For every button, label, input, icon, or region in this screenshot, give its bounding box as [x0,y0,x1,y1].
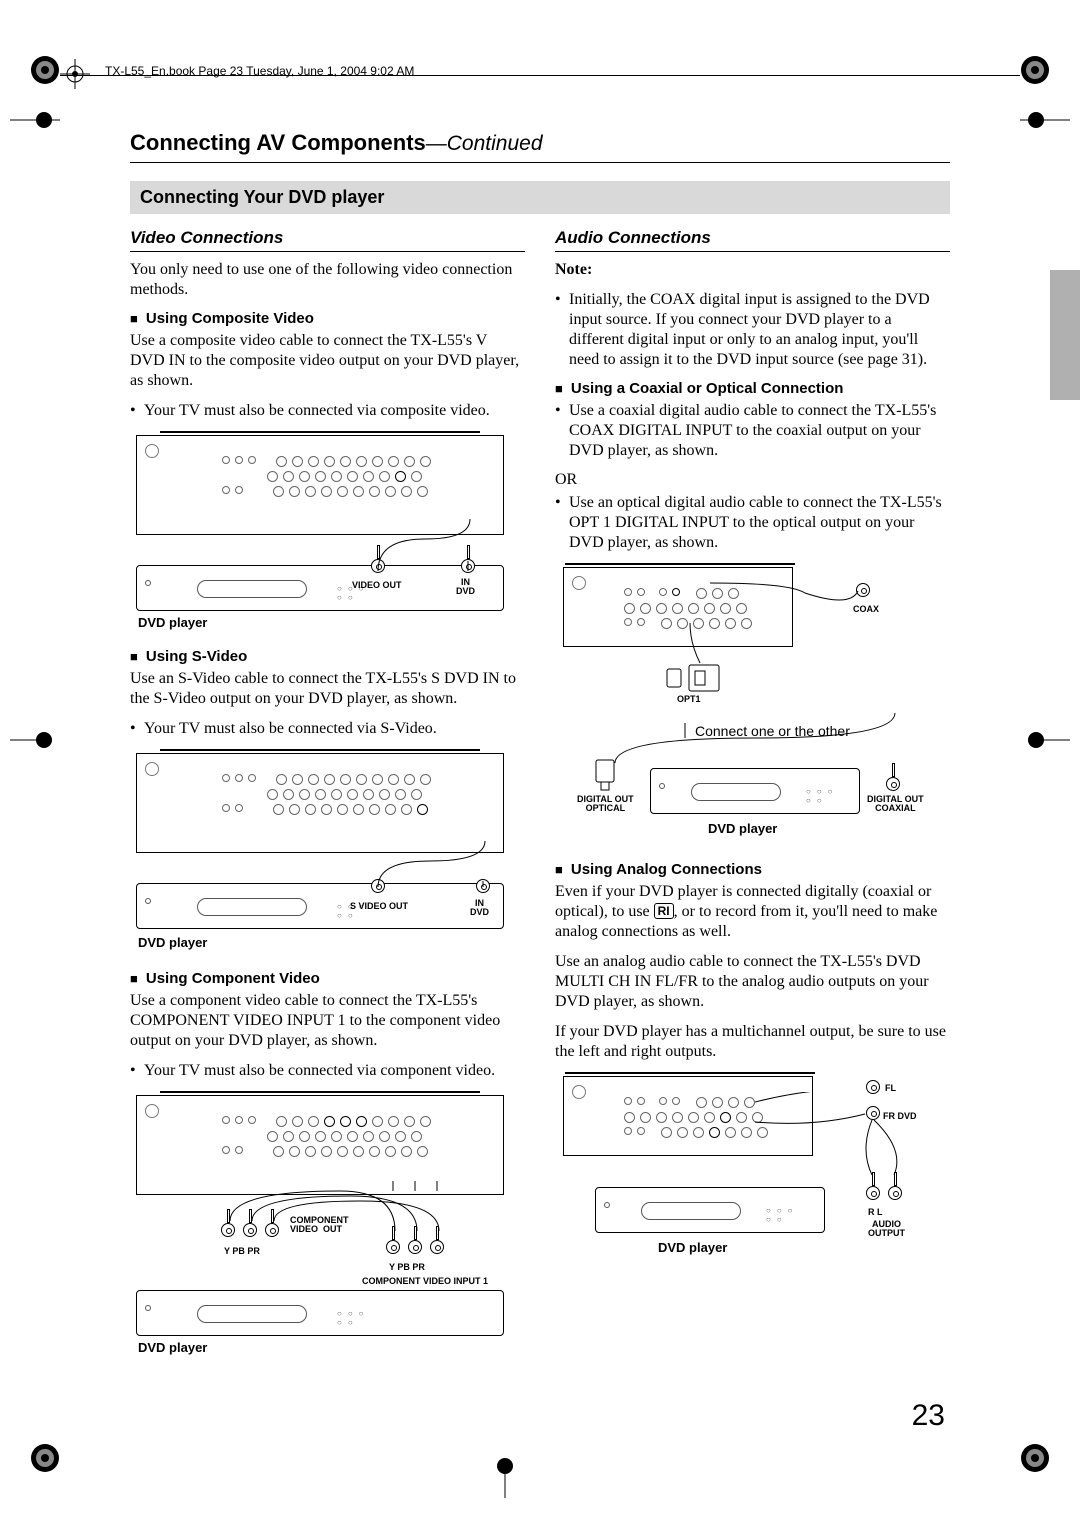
svideo-body: Use an S-Video cable to connect the TX-L… [130,669,525,709]
composite-bullet: Your TV must also be connected via compo… [130,401,525,421]
diagram-analog: FL FR DVD ○ ○ ○○ ○ DVD player R L [555,1072,935,1272]
label-comp-in1: COMPONENT VIDEO INPUT 1 [362,1277,488,1286]
label-dig-coax: DIGITAL OUT COAXIAL [867,795,924,814]
section-heading: Connecting Your DVD player [130,181,950,214]
component-body: Use a component video cable to connect t… [130,991,525,1051]
analog-p2: Use an analog audio cable to connect the… [555,952,950,1012]
header-stamp: TX-L55_En.book Page 23 Tuesday, June 1, … [105,64,414,78]
label-fl: FL [885,1084,896,1093]
crop-mark-br [1005,1428,1065,1488]
component-head: Using Component Video [130,970,525,987]
reg-right-top [1020,100,1070,140]
dvd-label-5: DVD player [658,1240,727,1255]
analog-head: Using Analog Connections [555,861,950,878]
diagram-component: Y PB PR COMPONENT VIDEO OUT Y PB PR COMP… [130,1091,510,1321]
label-svideo-out: S VIDEO OUT [350,902,408,911]
reg-left-top [10,100,60,140]
analog-p1: Even if your DVD player is connected dig… [555,882,950,942]
label-ypbpr-in: Y PB PR [389,1263,425,1272]
video-intro: You only need to use one of the followin… [130,260,525,300]
note-bullet: Initially, the COAX digital input is ass… [555,290,950,370]
page-content: Connecting AV Components—Continued Conne… [130,130,950,1339]
audio-connections-head: Audio Connections [555,228,950,252]
dvd-label-2: DVD player [138,935,207,950]
chapter-continued: —Continued [426,132,543,155]
label-in-dvd-2: IN DVD [470,899,489,918]
label-rl: R L [868,1208,883,1217]
or-text: OR [555,471,950,489]
diagram-composite: ○ ○ ○○ ○ DVD player VIDEO OUT IN DVD [130,431,510,630]
crop-mark-tr [1005,40,1065,100]
coax-b2: Use an optical digital audio cable to co… [555,493,950,553]
composite-head: Using Composite Video [130,310,525,327]
crop-mark-bl [15,1428,75,1488]
label-in-dvd: IN DVD [456,578,475,597]
note-label: Note: [555,261,592,278]
chapter-title-text: Connecting AV Components [130,130,426,155]
svideo-bullet: Your TV must also be connected via S-Vid… [130,719,525,739]
chapter-title: Connecting AV Components—Continued [130,130,950,163]
diagram-digital: COAX OPT1 Connect one or the other [555,563,935,843]
ri-icon: RI [654,903,674,919]
page-number: 23 [912,1399,945,1433]
svideo-head: Using S-Video [130,648,525,665]
diagram-svideo: ○ ○ ○○ ○ DVD player S VIDEO OUT IN DVD [130,749,510,952]
composite-body: Use a composite video cable to connect t… [130,331,525,391]
right-column: Audio Connections Note: Initially, the C… [555,228,950,1339]
header-dot [60,59,90,89]
component-bullet: Your TV must also be connected via compo… [130,1061,525,1081]
coax-head: Using a Coaxial or Optical Connection [555,380,950,397]
dvd-label-1: DVD player [138,615,510,630]
reg-left-mid [10,720,60,760]
reg-right-mid [1020,720,1070,760]
analog-p3: If your DVD player has a multichannel ou… [555,1022,950,1062]
left-column: Video Connections You only need to use o… [130,228,525,1339]
label-video-out: VIDEO OUT [352,581,402,590]
dvd-label-4: DVD player [708,821,777,836]
label-audio-out: AUDIO OUTPUT [868,1220,905,1239]
label-dig-opt: DIGITAL OUT OPTICAL [577,795,634,814]
coax-b1: Use a coaxial digital audio cable to con… [555,401,950,461]
side-tab [1050,270,1080,400]
video-connections-head: Video Connections [130,228,525,252]
reg-bottom-mid [480,1448,530,1498]
dvd-label-3: DVD player [138,1340,510,1355]
